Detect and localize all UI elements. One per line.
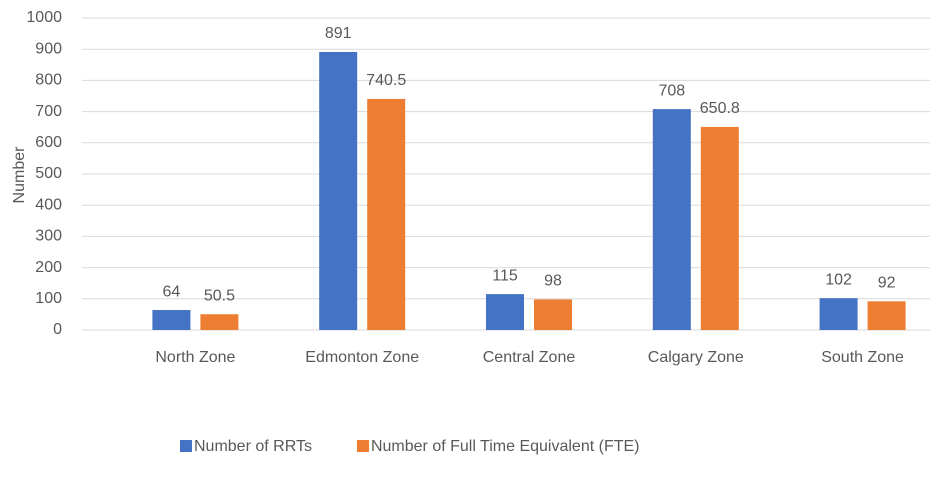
y-tick-label: 600 [35,134,62,151]
y-tick-label: 0 [53,321,62,338]
bar [819,298,858,330]
y-tick-label: 700 [35,103,62,120]
y-tick-label: 300 [35,228,62,245]
value-label: 50.5 [204,287,235,304]
bar [700,126,739,330]
value-label: 891 [325,25,352,42]
bar [534,299,572,330]
bar [652,109,691,330]
x-tick-label: Central Zone [483,349,576,366]
x-tick-label: North Zone [155,349,235,366]
legend-swatch [180,440,192,452]
bar [319,52,358,331]
bar [200,314,239,330]
x-tick-label: South Zone [821,349,904,366]
legend-swatch [356,440,369,452]
value-label: 115 [492,267,518,284]
value-label: 98 [544,273,562,290]
value-label: 650.8 [700,100,740,117]
y-tick-label: 900 [35,40,62,57]
value-label: 708 [658,82,685,99]
legend-label: Number of Full Time Equivalent (FTE) [371,438,640,455]
x-tick-label: Calgary Zone [648,349,744,366]
bar [367,98,406,331]
y-tick-label: 100 [35,290,62,307]
value-label: 102 [825,271,852,288]
value-label: 64 [163,283,181,300]
legend-label: Number of RRTs [194,438,312,455]
y-tick-label: 200 [35,259,62,276]
y-tick-label: 400 [35,196,62,213]
y-tick-label: 500 [35,165,62,182]
x-tick-label: Edmonton Zone [305,349,419,366]
y-tick-label: 1000 [26,9,62,26]
value-label: 92 [878,275,896,292]
bar [867,301,906,330]
y-axis-label: Number [11,146,28,204]
bar [152,310,191,330]
y-tick-label: 800 [35,72,62,89]
bar [486,294,524,330]
value-label: 740.5 [366,72,406,89]
